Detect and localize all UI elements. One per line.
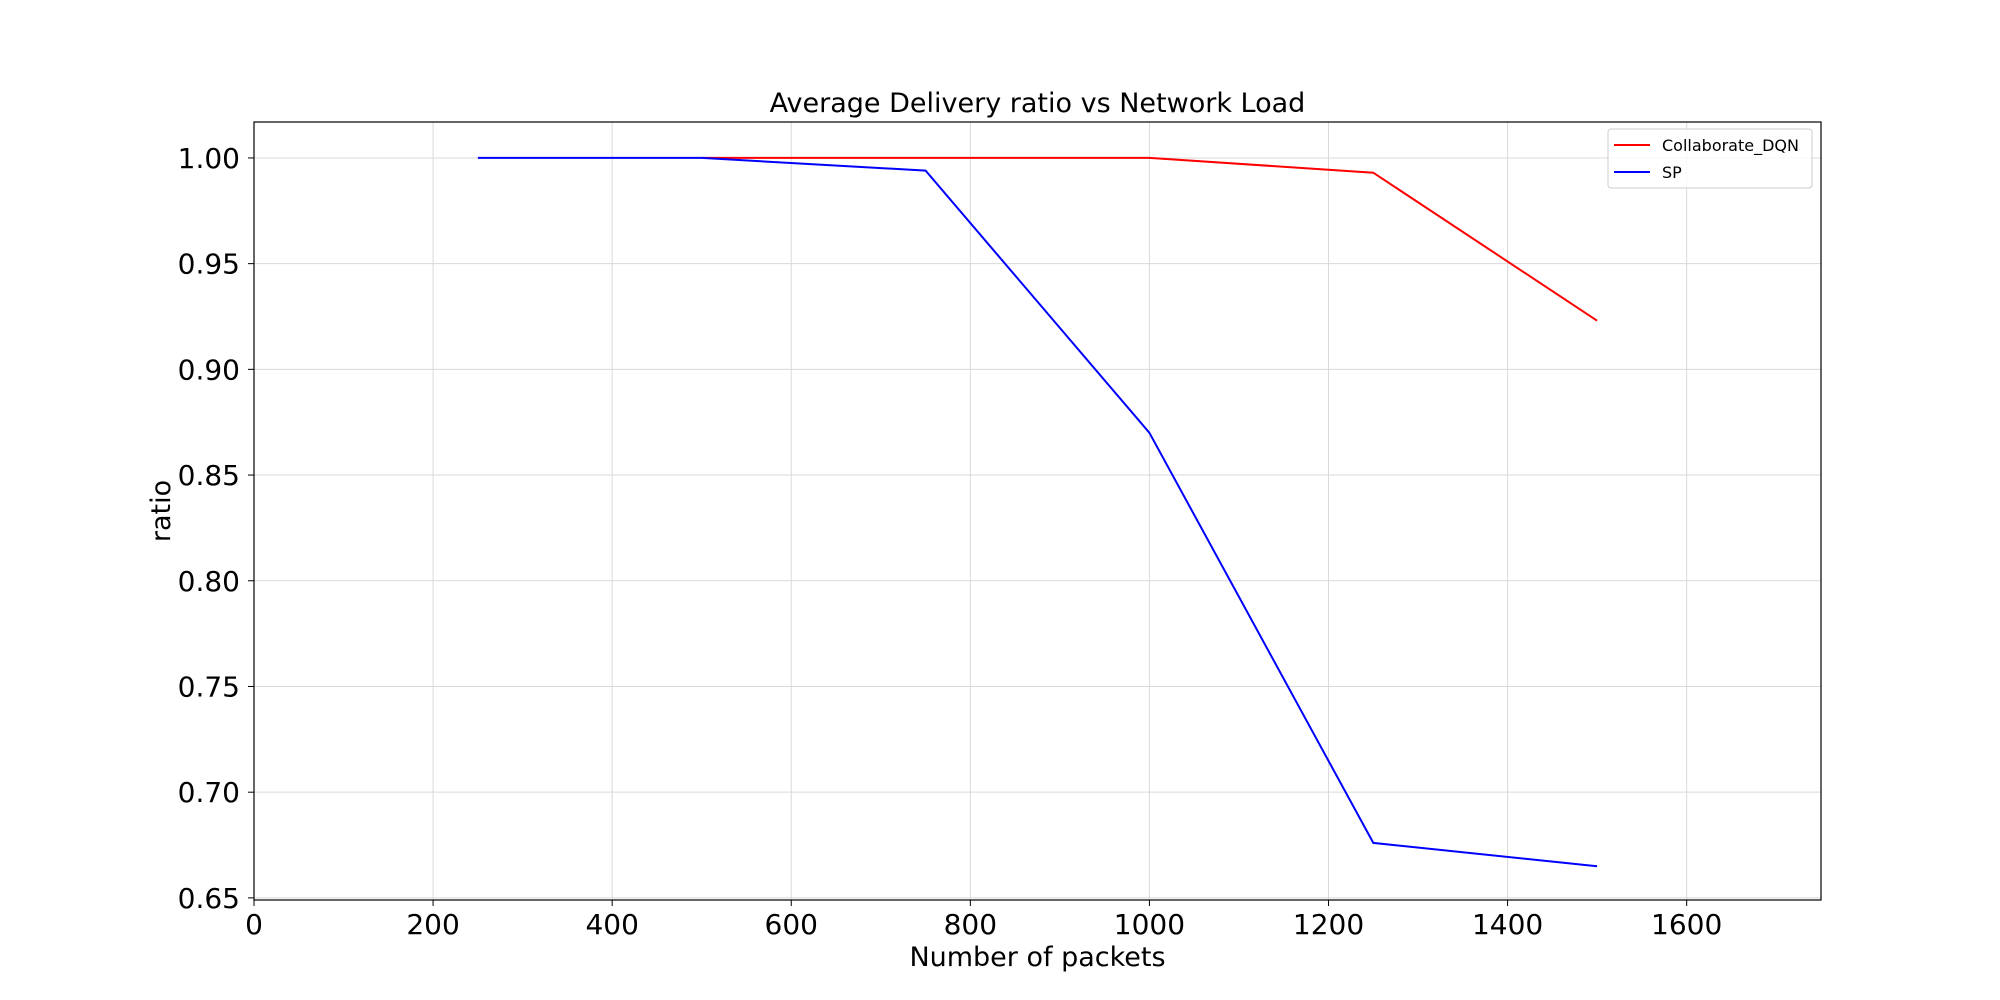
y-tick-label: 0.90 (178, 353, 240, 386)
legend: Collaborate_DQN SP (1607, 128, 1813, 189)
y-tick-label: 0.95 (178, 248, 240, 281)
legend-box (1607, 128, 1813, 189)
y-tick-label: 0.70 (178, 776, 240, 809)
grid (253, 122, 1821, 900)
series-line-sp (477, 156, 1598, 868)
chart-title: Average Delivery ratio vs Network Load (770, 88, 1306, 119)
x-axis-ticks: 0 200 400 600 800 1000 1200 1400 1600 (245, 900, 1722, 941)
x-tick-label: 1200 (1293, 908, 1364, 941)
series-lines (477, 156, 1598, 868)
x-tick-label: 800 (944, 908, 997, 941)
plot-frame (253, 121, 1822, 901)
x-axis-label: Number of packets (909, 942, 1165, 973)
legend-label-collaborate-dqn: Collaborate_DQN (1662, 136, 1799, 156)
y-axis-ticks: 0.65 0.70 0.75 0.80 0.85 0.90 0.95 1.00 (178, 142, 254, 915)
y-tick-label: 0.65 (178, 882, 240, 915)
x-tick-label: 1000 (1114, 908, 1185, 941)
x-tick-label: 0 (245, 908, 263, 941)
x-tick-label: 1600 (1651, 908, 1722, 941)
y-tick-label: 0.75 (178, 670, 240, 703)
x-tick-label: 600 (765, 908, 818, 941)
y-axis-label: ratio (146, 480, 177, 542)
y-tick-label: 0.85 (178, 459, 240, 492)
x-tick-label: 1400 (1472, 908, 1543, 941)
x-tick-label: 200 (406, 908, 459, 941)
legend-label-sp: SP (1662, 163, 1682, 182)
y-tick-label: 1.00 (178, 142, 240, 175)
y-tick-label: 0.80 (178, 565, 240, 598)
series-line-collaborate-dqn (701, 156, 1598, 322)
x-tick-label: 400 (585, 908, 638, 941)
